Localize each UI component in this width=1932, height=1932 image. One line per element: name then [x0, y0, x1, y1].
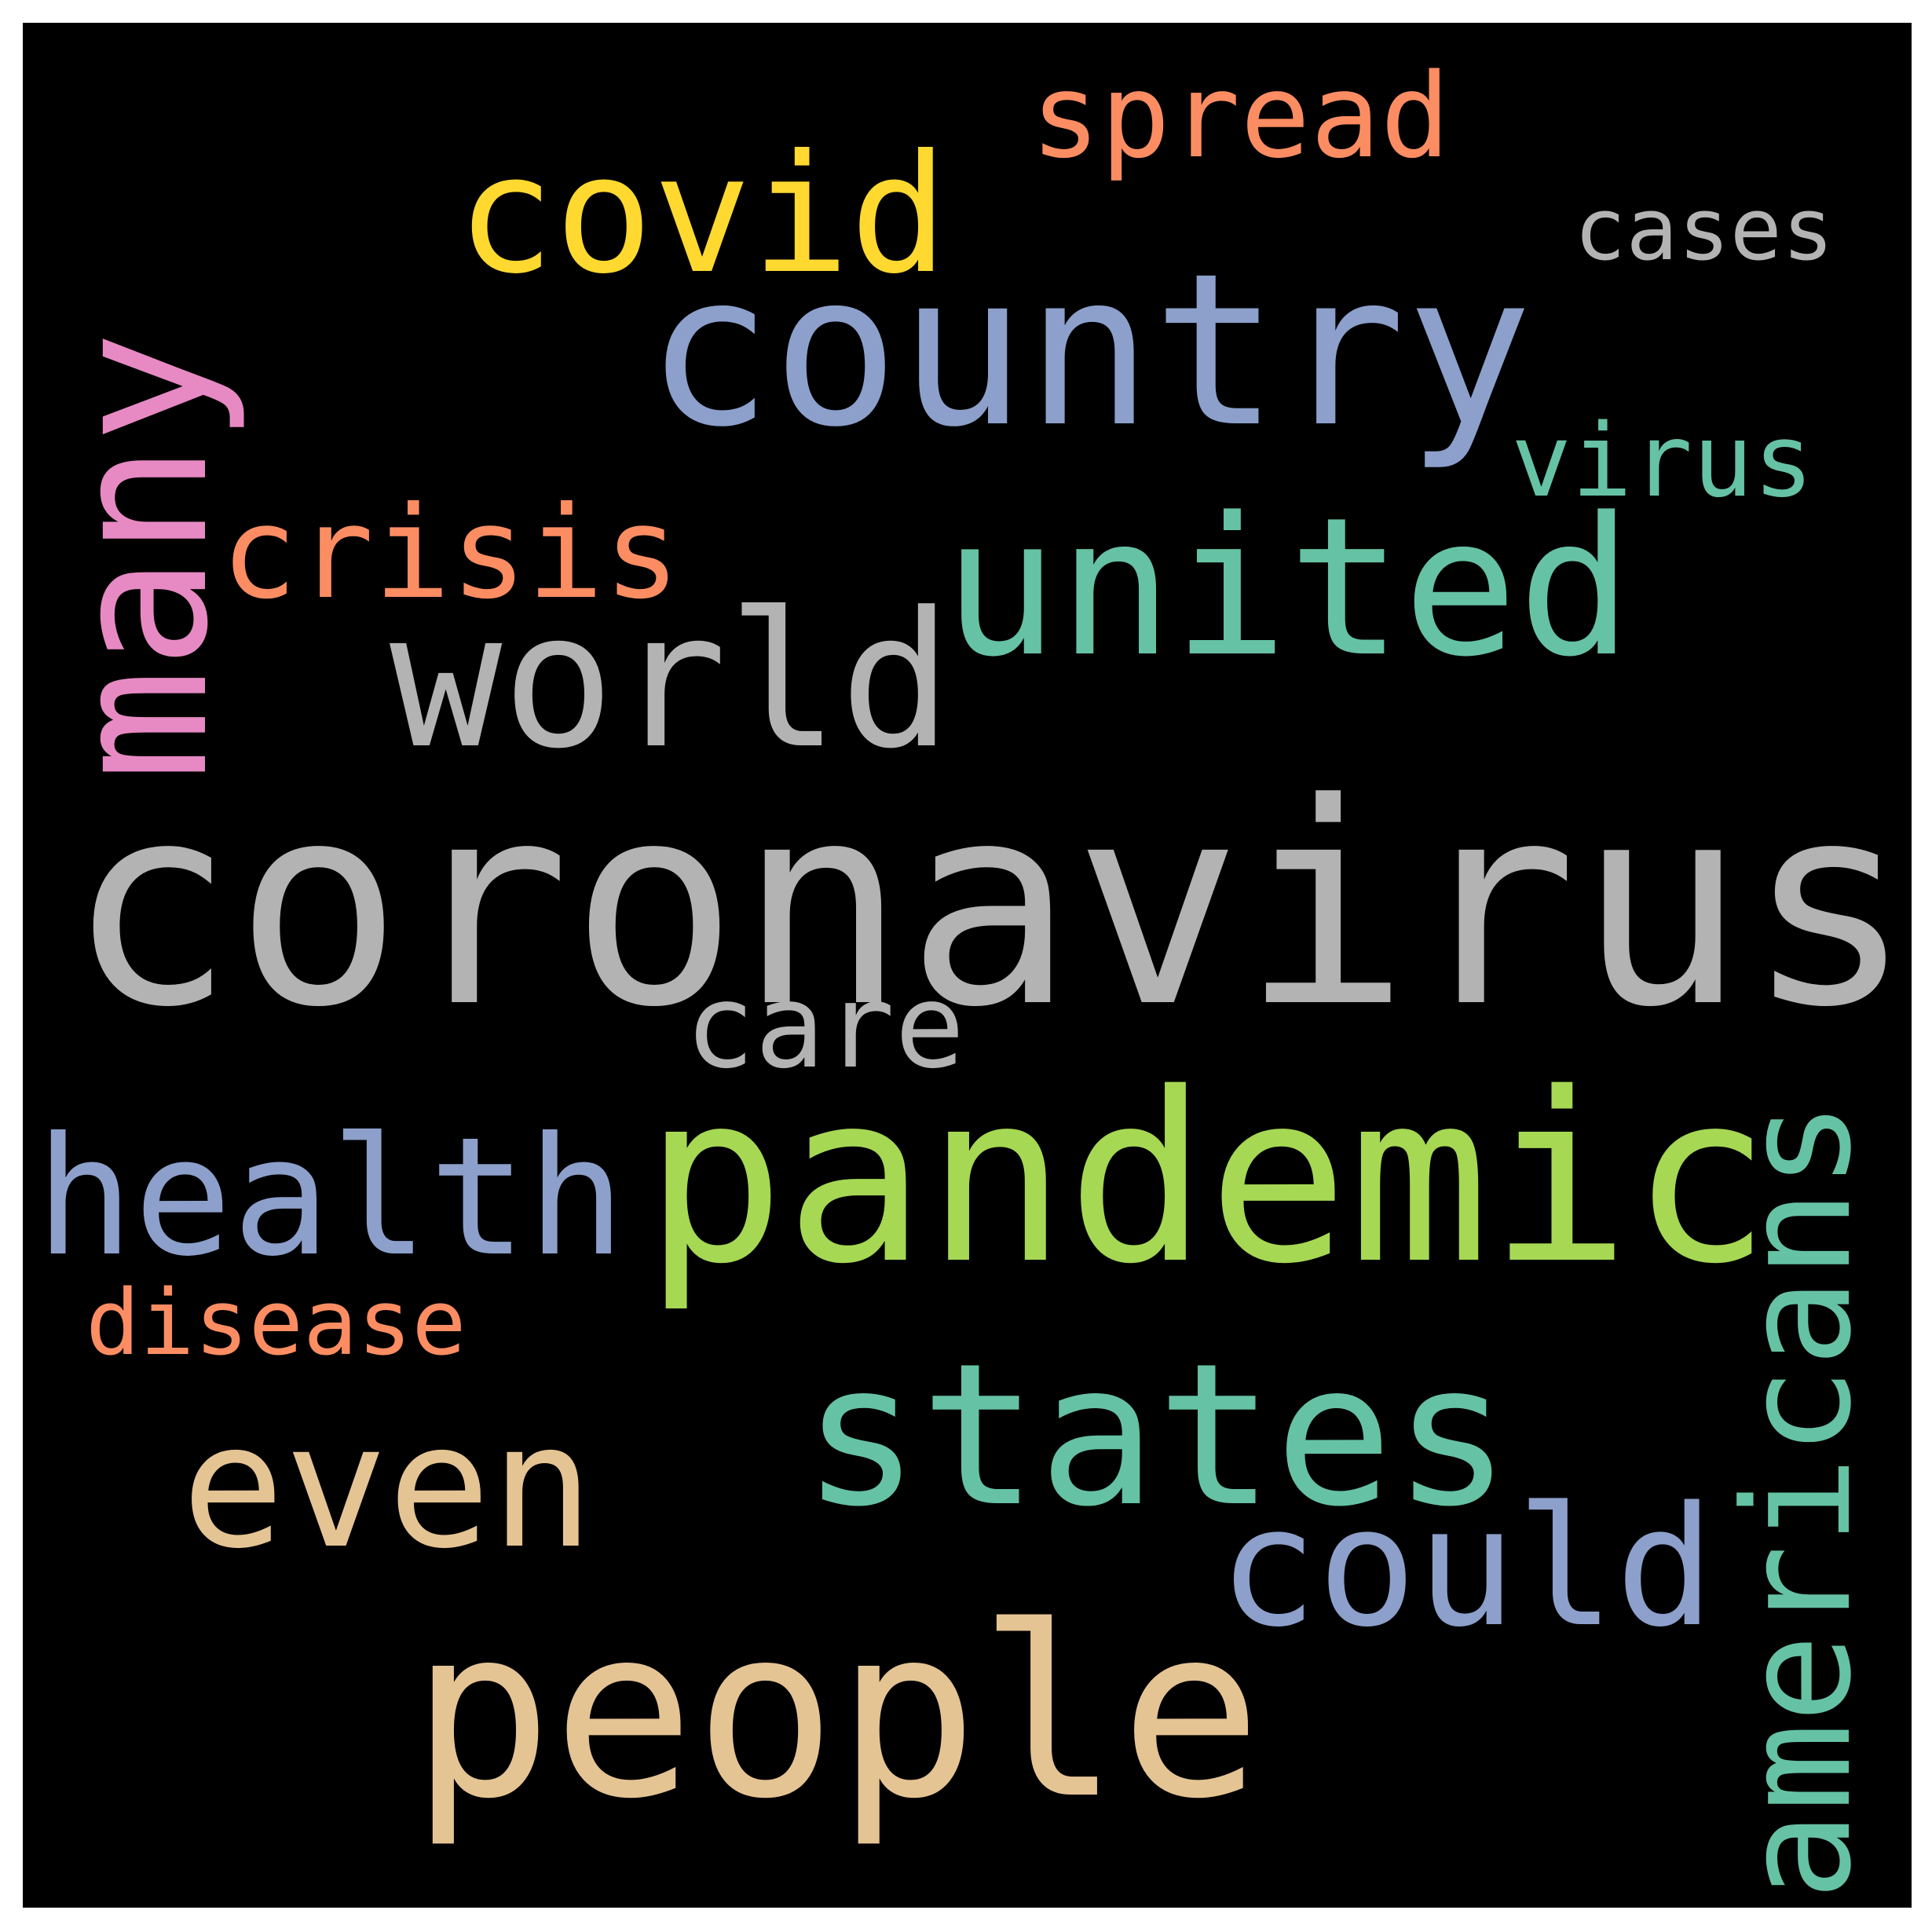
- word-cloud: coronavirus pandemic people country stat…: [23, 23, 1912, 1908]
- word-pandemic: pandemic: [644, 1043, 1772, 1315]
- word-united: united: [943, 477, 1633, 699]
- word-country: country: [646, 229, 1533, 474]
- word-world: world: [390, 573, 953, 790]
- word-people: people: [411, 1576, 1262, 1850]
- word-americans: americans: [1712, 1100, 1884, 1901]
- word-crisis: crisis: [221, 480, 681, 628]
- word-disease: disease: [86, 1271, 467, 1376]
- word-many: many: [32, 331, 250, 781]
- word-care: care: [685, 959, 965, 1094]
- word-spread: spread: [1030, 49, 1451, 184]
- word-health: health: [35, 1103, 626, 1293]
- word-virus: virus: [1511, 403, 1814, 520]
- word-could: could: [1218, 1471, 1715, 1663]
- word-cases: cases: [1574, 179, 1835, 280]
- word-states: states: [802, 1321, 1512, 1550]
- word-covid: covid: [456, 120, 949, 310]
- word-coronavirus: coronavirus: [67, 743, 1912, 1068]
- word-even: even: [181, 1388, 594, 1586]
